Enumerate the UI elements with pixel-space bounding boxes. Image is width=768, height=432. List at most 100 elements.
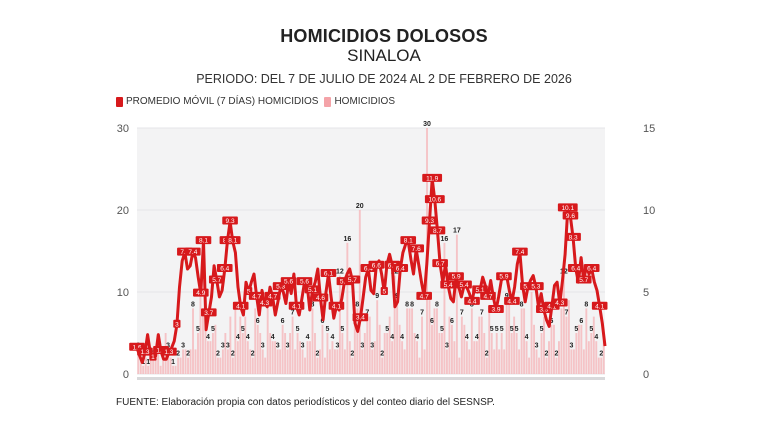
svg-text:4: 4 xyxy=(271,334,275,341)
svg-text:5.9: 5.9 xyxy=(499,274,508,281)
svg-text:3: 3 xyxy=(301,342,305,349)
svg-text:4: 4 xyxy=(236,334,240,341)
svg-text:5: 5 xyxy=(440,326,444,333)
svg-text:5: 5 xyxy=(510,326,514,333)
chart-period: PERIODO: DEL 7 DE JULIO DE 2024 AL 2 DE … xyxy=(196,72,572,86)
svg-text:5.4: 5.4 xyxy=(444,282,453,289)
svg-text:4.7: 4.7 xyxy=(420,293,429,300)
svg-text:5: 5 xyxy=(340,326,344,333)
svg-text:1: 1 xyxy=(151,354,155,361)
legend-swatch-homicides xyxy=(324,96,332,107)
svg-text:30: 30 xyxy=(423,121,431,128)
svg-text:6.7: 6.7 xyxy=(436,261,445,268)
svg-text:6.1: 6.1 xyxy=(324,270,333,277)
svg-text:4.7: 4.7 xyxy=(252,293,261,300)
svg-text:4.1: 4.1 xyxy=(292,303,301,310)
svg-text:6: 6 xyxy=(450,318,454,325)
svg-text:1.6: 1.6 xyxy=(132,344,141,351)
svg-text:6.4: 6.4 xyxy=(364,266,373,273)
svg-text:8: 8 xyxy=(410,301,414,308)
svg-text:2: 2 xyxy=(186,351,190,358)
svg-text:4.1: 4.1 xyxy=(236,303,245,310)
svg-text:2: 2 xyxy=(350,351,354,358)
svg-text:1: 1 xyxy=(146,359,150,366)
right-axis-tick: 0 xyxy=(643,369,649,381)
homicides-value-labels: 3112323123285745233245426384363753482654… xyxy=(136,121,603,366)
svg-text:4.1: 4.1 xyxy=(595,303,604,310)
svg-text:2: 2 xyxy=(545,351,549,358)
svg-text:5.7: 5.7 xyxy=(579,277,588,284)
legend-swatch-moving-average xyxy=(116,96,123,107)
svg-text:8: 8 xyxy=(470,301,474,308)
svg-text:8: 8 xyxy=(405,301,409,308)
svg-text:5: 5 xyxy=(196,326,200,333)
svg-text:1.3: 1.3 xyxy=(140,349,149,356)
svg-text:9.3: 9.3 xyxy=(226,218,235,225)
svg-text:6.4: 6.4 xyxy=(220,266,229,273)
svg-text:3: 3 xyxy=(535,342,539,349)
svg-text:9: 9 xyxy=(505,293,509,300)
svg-text:7.6: 7.6 xyxy=(412,246,421,253)
legend-item-moving-average: PROMEDIO MÓVIL (7 DÍAS) HOMICIDIOS xyxy=(116,96,318,107)
svg-text:4.6: 4.6 xyxy=(316,295,325,302)
svg-text:7: 7 xyxy=(460,310,464,317)
svg-text:5: 5 xyxy=(574,326,578,333)
svg-text:7: 7 xyxy=(365,310,369,317)
svg-text:8.3: 8.3 xyxy=(569,234,578,241)
left-axis-tick: 30 xyxy=(117,123,129,135)
svg-text:3.9: 3.9 xyxy=(491,307,500,314)
svg-text:5: 5 xyxy=(241,326,245,333)
svg-text:5: 5 xyxy=(589,326,593,333)
svg-text:8: 8 xyxy=(191,301,195,308)
svg-text:7.4: 7.4 xyxy=(515,249,524,256)
svg-text:16: 16 xyxy=(343,236,351,243)
svg-text:8.1: 8.1 xyxy=(404,238,413,245)
svg-text:3: 3 xyxy=(181,342,185,349)
moving-average-line xyxy=(135,177,607,364)
svg-text:3: 3 xyxy=(261,342,265,349)
svg-text:8: 8 xyxy=(435,301,439,308)
svg-text:6: 6 xyxy=(579,318,583,325)
svg-text:11.9: 11.9 xyxy=(426,175,439,182)
svg-text:9.3: 9.3 xyxy=(425,218,434,225)
svg-text:5.7: 5.7 xyxy=(212,277,221,284)
svg-text:5: 5 xyxy=(540,326,544,333)
svg-text:9: 9 xyxy=(375,293,379,300)
svg-text:5: 5 xyxy=(500,326,504,333)
svg-text:7: 7 xyxy=(564,310,568,317)
svg-text:5: 5 xyxy=(296,326,300,333)
homicides-bars xyxy=(137,128,605,374)
svg-text:12: 12 xyxy=(336,269,344,276)
svg-text:2: 2 xyxy=(599,351,603,358)
moving-average-value-labels: 1.61.311.41.337.47.44.98.13.75.76.48.19.… xyxy=(129,173,608,361)
svg-text:5.3: 5.3 xyxy=(531,284,540,291)
svg-text:3: 3 xyxy=(166,342,170,349)
svg-text:3: 3 xyxy=(569,342,573,349)
svg-text:4: 4 xyxy=(525,334,529,341)
svg-text:6: 6 xyxy=(321,318,325,325)
right-axis-tick: 10 xyxy=(643,205,655,217)
svg-text:4.4: 4.4 xyxy=(468,298,477,305)
svg-text:2: 2 xyxy=(216,351,220,358)
svg-text:7.4: 7.4 xyxy=(188,249,197,256)
svg-text:4: 4 xyxy=(594,334,598,341)
svg-text:3: 3 xyxy=(175,321,179,328)
svg-text:4: 4 xyxy=(415,334,419,341)
left-axis-tick: 0 xyxy=(123,369,129,381)
svg-text:7: 7 xyxy=(420,310,424,317)
svg-text:3: 3 xyxy=(335,342,339,349)
left-axis-tick: 10 xyxy=(117,287,129,299)
svg-text:2: 2 xyxy=(380,351,384,358)
right-axis-tick: 15 xyxy=(643,123,655,135)
svg-text:5.1: 5.1 xyxy=(475,287,484,294)
svg-text:8.1: 8.1 xyxy=(199,238,208,245)
svg-text:4: 4 xyxy=(330,334,334,341)
source-note: FUENTE: Elaboración propia con datos per… xyxy=(116,397,495,408)
svg-text:5: 5 xyxy=(385,326,389,333)
svg-text:6.4: 6.4 xyxy=(571,266,580,273)
svg-text:6: 6 xyxy=(550,318,554,325)
svg-text:4.7: 4.7 xyxy=(268,293,277,300)
svg-text:2: 2 xyxy=(176,351,180,358)
svg-text:5.7: 5.7 xyxy=(348,277,357,284)
